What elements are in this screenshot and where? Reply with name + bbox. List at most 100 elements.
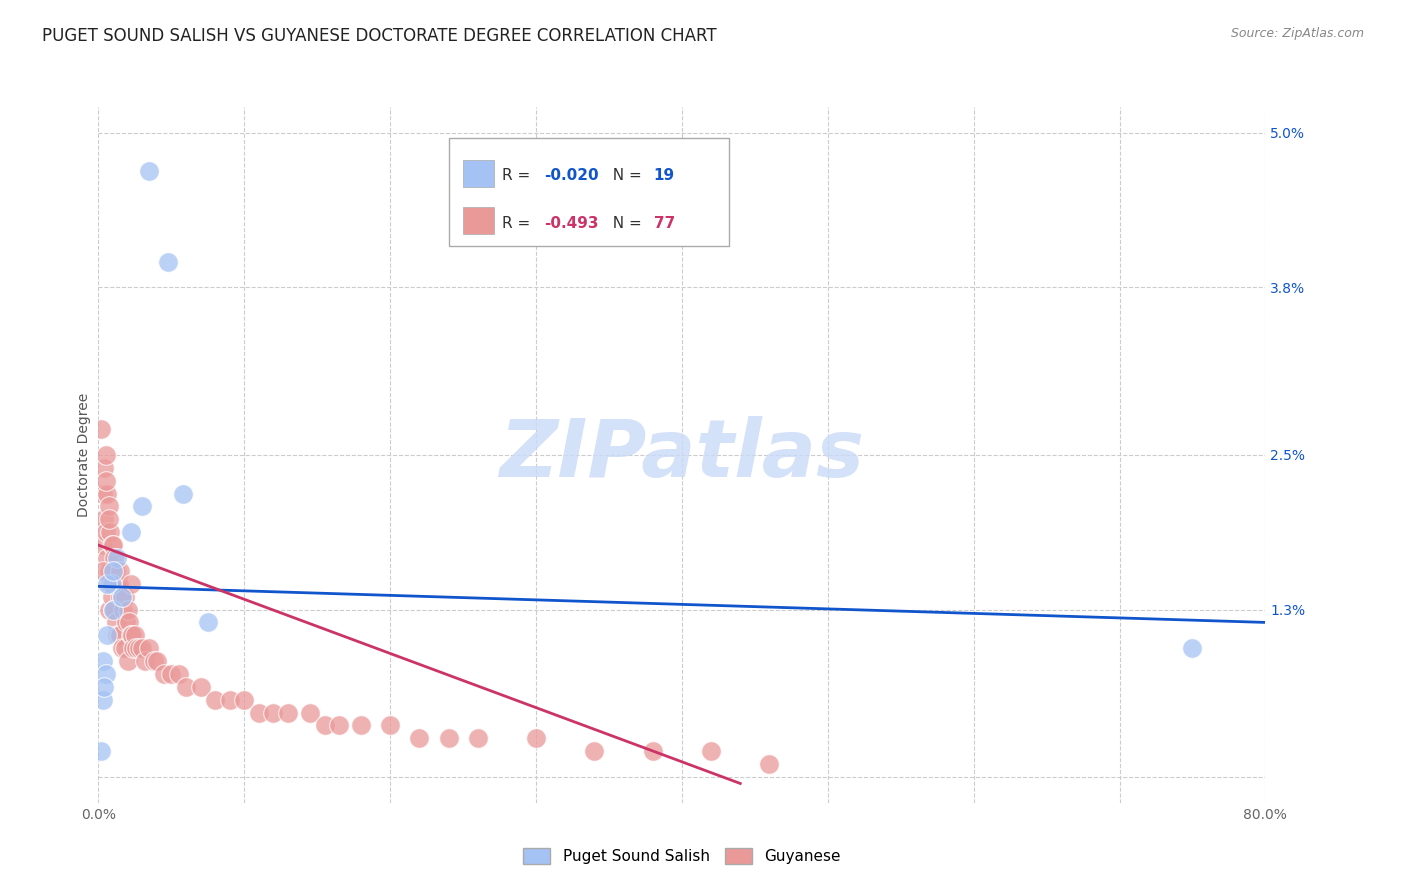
- Point: [124, 628, 146, 642]
- Point: [174, 680, 197, 694]
- Point: [93, 460, 115, 475]
- Point: [218, 692, 240, 706]
- Point: [437, 731, 460, 746]
- Point: [110, 564, 132, 578]
- Point: [197, 615, 219, 630]
- Point: [190, 680, 212, 694]
- Text: Source: ZipAtlas.com: Source: ZipAtlas.com: [1230, 27, 1364, 40]
- Point: [120, 628, 142, 642]
- Point: [98, 525, 121, 540]
- Point: [167, 667, 190, 681]
- Text: N =: N =: [603, 216, 647, 231]
- Point: [103, 551, 125, 566]
- Point: [115, 615, 138, 630]
- Point: [101, 602, 124, 616]
- Point: [91, 692, 114, 706]
- Point: [104, 615, 127, 630]
- Point: [128, 641, 150, 656]
- Y-axis label: Doctorate Degree: Doctorate Degree: [77, 392, 91, 517]
- Point: [100, 538, 122, 552]
- Point: [110, 628, 132, 642]
- Point: [90, 744, 112, 758]
- Point: [97, 602, 120, 616]
- Point: [93, 512, 115, 526]
- Point: [97, 564, 120, 578]
- Legend: Puget Sound Salish, Guyanese: Puget Sound Salish, Guyanese: [515, 840, 849, 871]
- Point: [97, 500, 120, 514]
- Point: [117, 654, 139, 668]
- Point: [101, 564, 124, 578]
- Point: [111, 590, 134, 604]
- Text: PUGET SOUND SALISH VS GUYANESE DOCTORATE DEGREE CORRELATION CHART: PUGET SOUND SALISH VS GUYANESE DOCTORATE…: [42, 27, 717, 45]
- Point: [125, 641, 148, 656]
- Point: [91, 654, 114, 668]
- Text: 77: 77: [654, 216, 675, 231]
- Point: [298, 706, 321, 720]
- Point: [112, 602, 135, 616]
- Text: N =: N =: [603, 169, 647, 184]
- Point: [350, 718, 373, 732]
- Point: [204, 692, 226, 706]
- Point: [641, 744, 664, 758]
- Point: [146, 654, 169, 668]
- Point: [277, 706, 299, 720]
- Text: -0.020: -0.020: [544, 169, 599, 184]
- Point: [408, 731, 430, 746]
- Point: [110, 590, 132, 604]
- Point: [262, 706, 284, 720]
- Point: [134, 654, 156, 668]
- Point: [117, 602, 139, 616]
- Point: [94, 525, 117, 540]
- Point: [233, 692, 256, 706]
- Point: [103, 602, 125, 616]
- Point: [94, 474, 117, 488]
- Point: [91, 538, 114, 552]
- Point: [96, 486, 118, 500]
- Point: [583, 744, 606, 758]
- Point: [172, 486, 194, 500]
- Point: [142, 654, 165, 668]
- Point: [105, 576, 128, 591]
- Point: [100, 590, 122, 604]
- Text: ZIPatlas: ZIPatlas: [499, 416, 865, 494]
- Point: [114, 641, 136, 656]
- Text: R =: R =: [502, 216, 536, 231]
- Point: [94, 448, 117, 462]
- Point: [104, 564, 127, 578]
- Point: [122, 641, 145, 656]
- Point: [157, 254, 180, 268]
- Point: [93, 680, 115, 694]
- Point: [111, 590, 134, 604]
- Point: [108, 576, 131, 591]
- Point: [111, 641, 134, 656]
- Point: [114, 590, 136, 604]
- Point: [91, 486, 114, 500]
- Point: [328, 718, 350, 732]
- Point: [120, 576, 142, 591]
- Point: [314, 718, 336, 732]
- Point: [153, 667, 176, 681]
- Point: [131, 500, 153, 514]
- Point: [120, 525, 142, 540]
- Point: [247, 706, 270, 720]
- Text: -0.493: -0.493: [544, 216, 599, 231]
- Point: [524, 731, 547, 746]
- Point: [94, 667, 117, 681]
- Point: [467, 731, 489, 746]
- Point: [758, 757, 780, 772]
- Point: [121, 628, 143, 642]
- Point: [118, 615, 141, 630]
- Point: [105, 551, 128, 566]
- Text: R =: R =: [502, 169, 536, 184]
- Point: [90, 422, 112, 436]
- Point: [97, 512, 120, 526]
- Point: [98, 576, 121, 591]
- Point: [100, 576, 122, 591]
- Point: [700, 744, 723, 758]
- Point: [131, 641, 153, 656]
- Point: [138, 641, 160, 656]
- Point: [101, 602, 124, 616]
- Point: [96, 628, 118, 642]
- Point: [91, 564, 114, 578]
- Point: [378, 718, 402, 732]
